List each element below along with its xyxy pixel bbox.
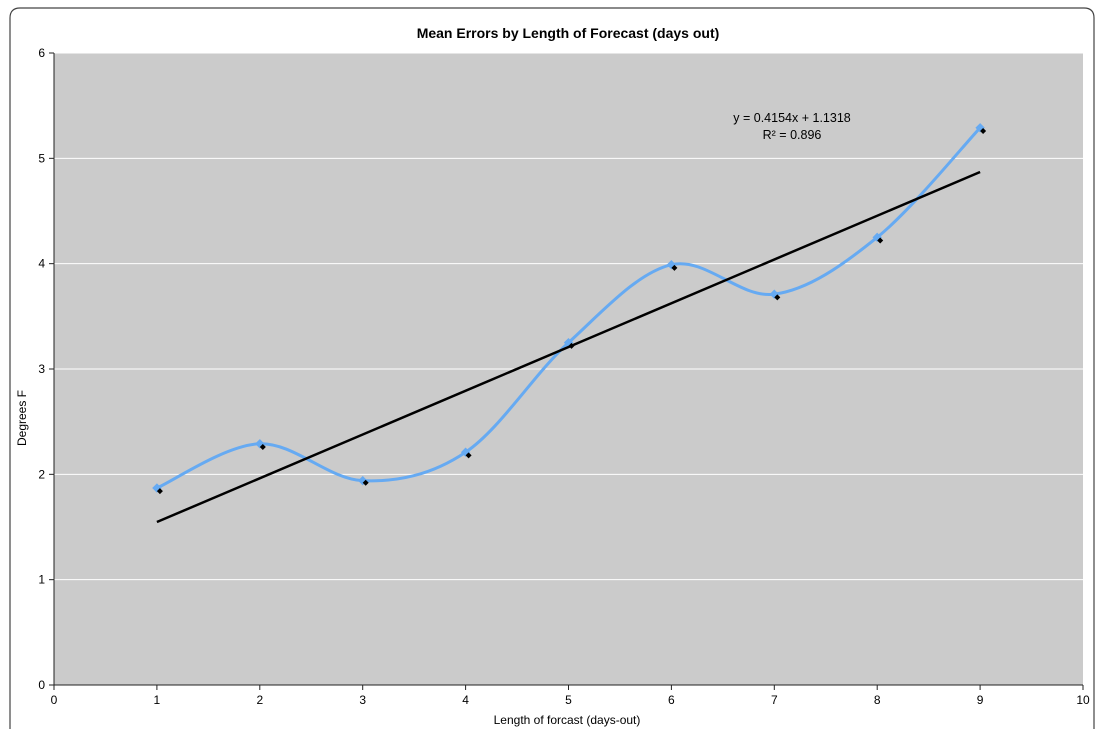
trendline-equation: y = 0.4154x + 1.1318 [733,111,851,125]
trendline [156,170,981,524]
chart-title: Mean Errors by Length of Forecast (days … [417,25,720,41]
x-tick-label: 2 [256,693,263,707]
x-axis-title: Length of forcast (days-out) [494,713,641,727]
y-tick-label: 1 [38,573,45,587]
y-tick-label: 5 [38,151,45,165]
y-tick-label: 6 [38,46,45,60]
y-tick-label: 0 [38,678,45,692]
series-layer [152,123,987,524]
x-tick-label: 8 [874,693,881,707]
data-point-marker [980,127,987,134]
x-tick-label: 6 [668,693,675,707]
axes: 0 1 2 3 4 5 6 0 1 2 3 4 5 6 7 8 9 10 [38,46,1090,707]
data-point-marker [671,264,678,271]
series-marker [255,439,265,449]
y-tick-label: 4 [38,257,45,271]
x-tick-label: 4 [462,693,469,707]
chart-border [9,7,1095,729]
data-point-marker [568,342,575,349]
data-point-marker [465,452,472,459]
data-point-marker [774,294,781,301]
x-tick-label: 7 [771,693,778,707]
series-marker [975,123,985,133]
data-point-marker [156,488,163,495]
gridlines [54,52,1083,581]
trendline-r-squared: R² = 0.896 [763,128,822,142]
data-point-marker [877,237,884,244]
y-tick-label: 2 [38,467,45,481]
x-tick-label: 10 [1076,693,1090,707]
y-axis-title: Degrees F [15,390,29,446]
x-tick-label: 9 [977,693,984,707]
x-tick-label: 3 [359,693,366,707]
data-point-marker [259,443,266,450]
x-tick-label: 0 [51,693,58,707]
data-point-marker [362,479,369,486]
x-tick-label: 1 [154,693,161,707]
y-tick-label: 3 [38,362,45,376]
x-tick-label: 5 [565,693,572,707]
series-marker [152,483,162,493]
